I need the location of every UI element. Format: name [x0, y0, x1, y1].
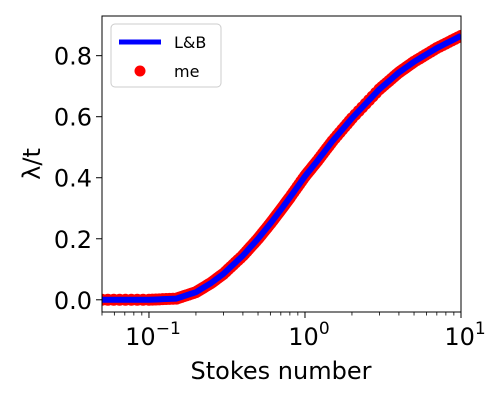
x-tick-label: 101 — [444, 319, 485, 351]
y-axis-label: λ/t — [18, 148, 46, 180]
y-tick-label: 0.8 — [54, 43, 92, 71]
y-tick-label: 0.4 — [54, 165, 92, 193]
legend: L&B me — [110, 23, 222, 88]
y-tick-label: 0.6 — [54, 104, 92, 132]
plot-marks — [102, 29, 461, 306]
legend-marker-swatch — [134, 65, 146, 77]
series-line-lb — [102, 33, 461, 303]
y-tick-label: 0.0 — [54, 287, 92, 315]
x-tick-label: 10−1 — [125, 319, 181, 351]
legend-label-me: me — [174, 62, 199, 81]
x-tick-label: 100 — [288, 319, 329, 351]
plot-frame — [101, 15, 462, 313]
legend-label-lb: L&B — [174, 33, 206, 52]
x-axis-label: Stokes number — [191, 357, 372, 385]
axis-ticks: 0.0 0.2 0.4 0.6 0.8 10−1 100 101 — [54, 43, 486, 351]
y-tick-label: 0.2 — [54, 226, 92, 254]
